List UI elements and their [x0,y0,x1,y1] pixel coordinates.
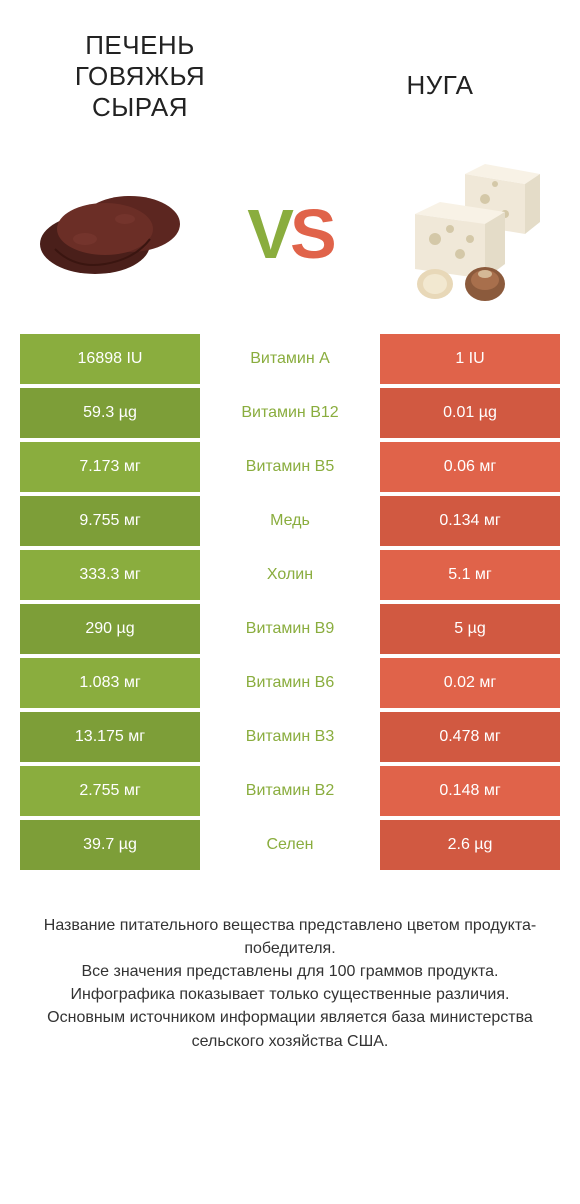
cell-left-value: 333.3 мг [20,550,200,600]
cell-left-value: 7.173 мг [20,442,200,492]
vs-s-letter: S [290,195,333,273]
cell-nutrient-name: Витамин B12 [200,388,380,438]
cell-right-value: 0.01 µg [380,388,560,438]
table-row: 9.755 мгМедь0.134 мг [20,496,560,546]
cell-nutrient-name: Селен [200,820,380,870]
table-row: 16898 IUВитамин A1 IU [20,334,560,384]
table-row: 7.173 мгВитамин B50.06 мг [20,442,560,492]
table-row: 39.7 µgСелен2.6 µg [20,820,560,870]
cell-right-value: 0.478 мг [380,712,560,762]
cell-nutrient-name: Витамин B2 [200,766,380,816]
product-left-image [30,154,210,304]
cell-nutrient-name: Витамин B9 [200,604,380,654]
cell-right-value: 0.02 мг [380,658,560,708]
table-row: 13.175 мгВитамин B30.478 мг [20,712,560,762]
cell-right-value: 1 IU [380,334,560,384]
header: ПЕЧЕНЬ ГОВЯЖЬЯ СЫРАЯ НУГА [0,0,580,134]
footer-line-4: Основным источником информации является … [30,1006,550,1052]
cell-right-value: 0.06 мг [380,442,560,492]
cell-nutrient-name: Холин [200,550,380,600]
cell-right-value: 5 µg [380,604,560,654]
product-left-title: ПЕЧЕНЬ ГОВЯЖЬЯ СЫРАЯ [40,30,240,124]
cell-left-value: 13.175 мг [20,712,200,762]
cell-left-value: 59.3 µg [20,388,200,438]
vs-label: VS [247,194,332,274]
cell-right-value: 2.6 µg [380,820,560,870]
cell-nutrient-name: Витамин B3 [200,712,380,762]
nutrient-table: 16898 IUВитамин A1 IU59.3 µgВитамин B120… [20,334,560,870]
cell-left-value: 290 µg [20,604,200,654]
cell-right-value: 5.1 мг [380,550,560,600]
product-right-image [370,154,550,304]
hero-section: VS [0,134,580,334]
liver-icon [35,169,205,289]
table-row: 290 µgВитамин B95 µg [20,604,560,654]
table-row: 1.083 мгВитамин B60.02 мг [20,658,560,708]
table-row: 333.3 мгХолин5.1 мг [20,550,560,600]
cell-left-value: 9.755 мг [20,496,200,546]
cell-left-value: 2.755 мг [20,766,200,816]
footer-line-3: Инфографика показывает только существенн… [30,983,550,1006]
cell-nutrient-name: Витамин B5 [200,442,380,492]
cell-right-value: 0.134 мг [380,496,560,546]
table-row: 59.3 µgВитамин B120.01 µg [20,388,560,438]
cell-right-value: 0.148 мг [380,766,560,816]
footer-line-2: Все значения представлены для 100 граммо… [30,960,550,983]
product-right-title: НУГА [340,70,540,101]
footer-line-1: Название питательного вещества представл… [30,914,550,960]
cell-nutrient-name: Медь [200,496,380,546]
table-row: 2.755 мгВитамин B20.148 мг [20,766,560,816]
footer-notes: Название питательного вещества представл… [0,874,580,1073]
cell-nutrient-name: Витамин A [200,334,380,384]
nougat-icon [375,154,545,304]
vs-v-letter: V [247,195,290,273]
cell-left-value: 1.083 мг [20,658,200,708]
cell-left-value: 16898 IU [20,334,200,384]
cell-nutrient-name: Витамин B6 [200,658,380,708]
cell-left-value: 39.7 µg [20,820,200,870]
